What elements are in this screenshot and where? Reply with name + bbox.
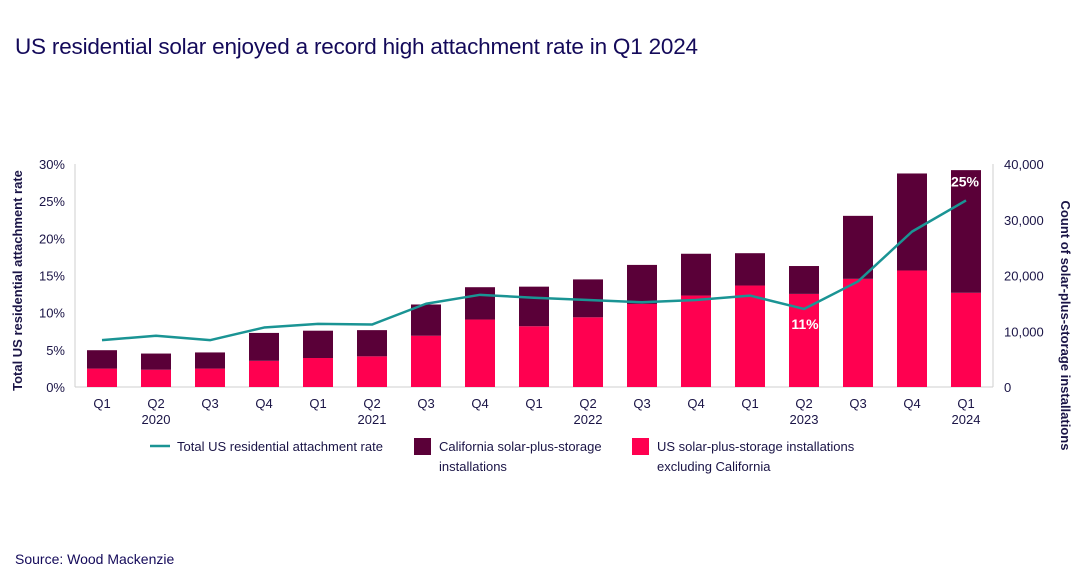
bar-california bbox=[141, 353, 171, 370]
legend-label-cont: excluding California bbox=[657, 459, 771, 474]
x-tick-label: Q1 bbox=[741, 396, 758, 411]
legend-swatch-excluding-california bbox=[632, 438, 649, 455]
x-tick-label: Q1 bbox=[93, 396, 110, 411]
left-tick-label: 25% bbox=[39, 194, 65, 209]
bar-excluding-california bbox=[627, 303, 657, 387]
x-year-label: 2023 bbox=[790, 412, 819, 427]
bar-california bbox=[843, 215, 873, 279]
bar-california bbox=[951, 170, 981, 293]
data-label: 25% bbox=[951, 173, 980, 189]
legend-label: US solar-plus-storage installations bbox=[657, 439, 855, 454]
legend-swatch-california bbox=[414, 438, 431, 455]
bar-california bbox=[87, 350, 117, 369]
x-tick-label: Q1 bbox=[957, 396, 974, 411]
x-tick-label: Q1 bbox=[309, 396, 326, 411]
x-year-label: 2024 bbox=[952, 412, 981, 427]
bar-excluding-california bbox=[357, 356, 387, 387]
chart-title: US residential solar enjoyed a record hi… bbox=[15, 34, 698, 59]
right-axis-label: Count of solar-plus-storage installation… bbox=[1058, 201, 1073, 451]
bar-california bbox=[465, 287, 495, 320]
x-tick-label: Q4 bbox=[687, 396, 704, 411]
bar-excluding-california bbox=[465, 319, 495, 387]
bar-excluding-california bbox=[897, 270, 927, 387]
bar-excluding-california bbox=[573, 317, 603, 387]
bar-excluding-california bbox=[141, 369, 171, 387]
legend-label: California solar-plus-storage bbox=[439, 439, 602, 454]
bar-california bbox=[573, 279, 603, 318]
bar-excluding-california bbox=[87, 368, 117, 387]
right-tick-label: 0 bbox=[1004, 380, 1011, 395]
x-year-label: 2021 bbox=[358, 412, 387, 427]
x-tick-label: Q1 bbox=[525, 396, 542, 411]
x-tick-label: Q2 bbox=[147, 396, 164, 411]
bar-california bbox=[303, 330, 333, 359]
bar-california bbox=[897, 173, 927, 271]
legend-label-cont: installations bbox=[439, 459, 507, 474]
bar-california bbox=[789, 266, 819, 294]
right-tick-label: 20,000 bbox=[1004, 269, 1044, 284]
x-tick-label: Q4 bbox=[903, 396, 920, 411]
bar-excluding-california bbox=[951, 292, 981, 387]
bar-excluding-california bbox=[195, 368, 225, 387]
bar-excluding-california bbox=[843, 278, 873, 387]
right-tick-label: 10,000 bbox=[1004, 324, 1044, 339]
x-tick-label: Q4 bbox=[255, 396, 272, 411]
left-tick-label: 15% bbox=[39, 269, 65, 284]
x-tick-label: Q2 bbox=[795, 396, 812, 411]
bar-california bbox=[411, 304, 441, 336]
bar-california bbox=[357, 330, 387, 357]
left-tick-label: 5% bbox=[46, 343, 65, 358]
x-tick-label: Q3 bbox=[849, 396, 866, 411]
bar-california bbox=[195, 352, 225, 369]
x-tick-label: Q3 bbox=[201, 396, 218, 411]
x-tick-label: Q4 bbox=[471, 396, 488, 411]
x-tick-label: Q2 bbox=[579, 396, 596, 411]
left-tick-label: 0% bbox=[46, 380, 65, 395]
left-axis-label: Total US residential attachment rate bbox=[10, 170, 25, 391]
x-tick-label: Q3 bbox=[633, 396, 650, 411]
bar-california bbox=[735, 253, 765, 286]
bar-california bbox=[627, 264, 657, 304]
data-label: 11% bbox=[791, 316, 819, 332]
bar-excluding-california bbox=[411, 335, 441, 387]
bar-excluding-california bbox=[303, 358, 333, 387]
legend-label: Total US residential attachment rate bbox=[177, 439, 383, 454]
bar-california bbox=[249, 332, 279, 361]
x-tick-label: Q2 bbox=[363, 396, 380, 411]
right-tick-label: 40,000 bbox=[1004, 157, 1044, 172]
left-tick-label: 10% bbox=[39, 306, 65, 321]
bar-excluding-california bbox=[519, 326, 549, 387]
right-tick-label: 30,000 bbox=[1004, 213, 1044, 228]
bar-excluding-california bbox=[735, 285, 765, 387]
source-note: Source: Wood Mackenzie bbox=[15, 551, 175, 567]
x-year-label: 2022 bbox=[574, 412, 603, 427]
bar-california bbox=[519, 286, 549, 327]
x-year-label: 2020 bbox=[142, 412, 171, 427]
left-tick-label: 20% bbox=[39, 231, 65, 246]
bar-excluding-california bbox=[681, 295, 711, 387]
left-tick-label: 30% bbox=[39, 157, 65, 172]
bar-california bbox=[681, 253, 711, 296]
bar-excluding-california bbox=[249, 360, 279, 387]
x-tick-label: Q3 bbox=[417, 396, 434, 411]
